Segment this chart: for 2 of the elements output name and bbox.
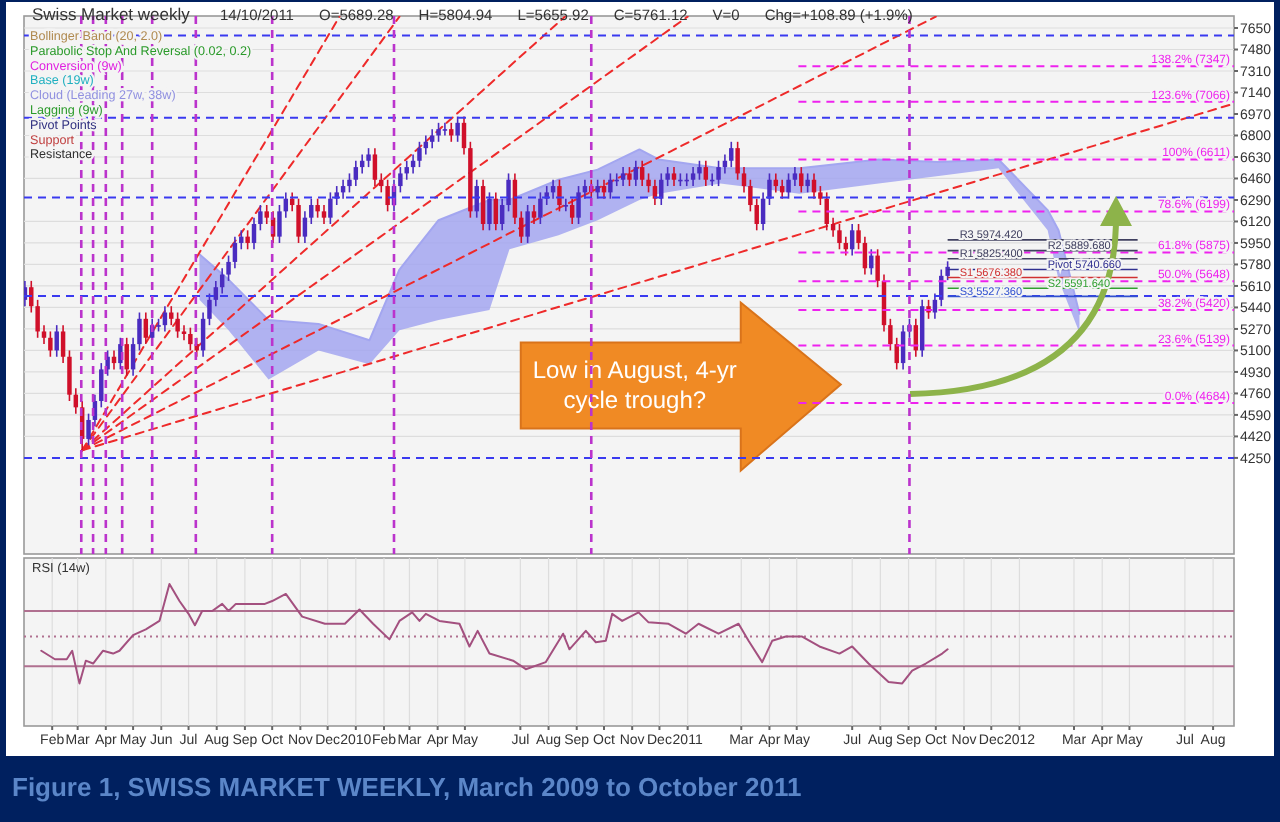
chart-title: Swiss Market weekly <box>32 4 192 24</box>
caption: Figure 1, SWISS MARKET WEEKLY, March 2009 to October 2011 <box>12 772 802 802</box>
